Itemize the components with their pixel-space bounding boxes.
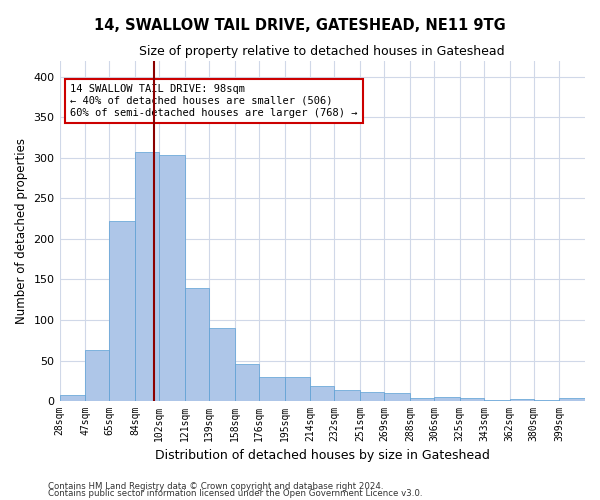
Bar xyxy=(259,376,284,401)
Bar xyxy=(235,364,259,401)
Bar xyxy=(410,398,434,401)
Y-axis label: Number of detached properties: Number of detached properties xyxy=(15,138,28,324)
Bar xyxy=(460,398,484,401)
Bar xyxy=(284,376,310,401)
Bar xyxy=(334,390,360,401)
Bar xyxy=(185,288,209,401)
Text: Contains public sector information licensed under the Open Government Licence v3: Contains public sector information licen… xyxy=(48,489,422,498)
X-axis label: Distribution of detached houses by size in Gateshead: Distribution of detached houses by size … xyxy=(155,450,490,462)
Bar xyxy=(209,328,235,401)
Bar xyxy=(484,400,509,401)
Text: 14 SWALLOW TAIL DRIVE: 98sqm
← 40% of detached houses are smaller (506)
60% of s: 14 SWALLOW TAIL DRIVE: 98sqm ← 40% of de… xyxy=(70,84,358,117)
Title: Size of property relative to detached houses in Gateshead: Size of property relative to detached ho… xyxy=(139,45,505,58)
Bar xyxy=(360,392,384,401)
Text: Contains HM Land Registry data © Crown copyright and database right 2024.: Contains HM Land Registry data © Crown c… xyxy=(48,482,383,491)
Bar xyxy=(534,400,559,401)
Text: 14, SWALLOW TAIL DRIVE, GATESHEAD, NE11 9TG: 14, SWALLOW TAIL DRIVE, GATESHEAD, NE11 … xyxy=(94,18,506,32)
Bar xyxy=(559,398,585,401)
Bar xyxy=(384,393,410,401)
Bar xyxy=(85,350,109,401)
Bar xyxy=(159,156,185,401)
Bar xyxy=(310,386,334,401)
Bar xyxy=(434,397,460,401)
Bar xyxy=(59,394,85,401)
Bar xyxy=(509,398,534,401)
Bar xyxy=(135,152,159,401)
Bar xyxy=(109,221,135,401)
